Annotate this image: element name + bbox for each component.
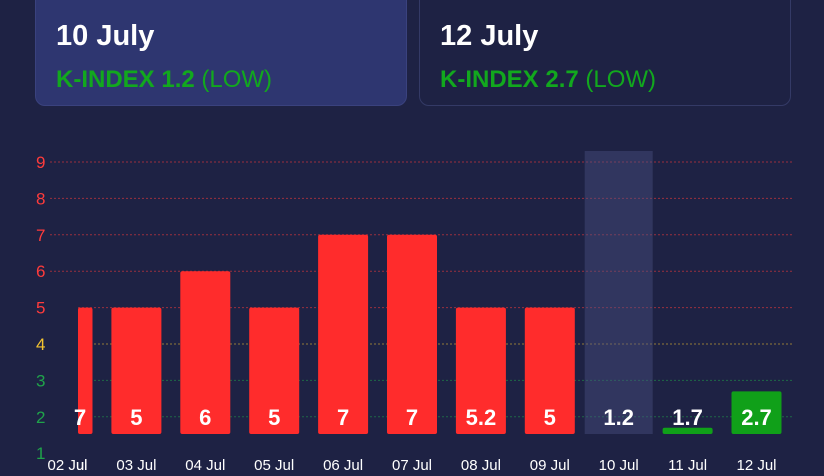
bar-value-label: 7	[74, 405, 86, 430]
x-tick-label: 11 Jul	[668, 457, 707, 474]
bar-02-jul[interactable]	[78, 307, 93, 434]
k-index-level: (LOW)	[201, 66, 273, 93]
bar-04-jul[interactable]	[180, 271, 231, 434]
bar-11-jul[interactable]	[662, 427, 713, 434]
bar-03-jul[interactable]	[111, 307, 162, 434]
y-tick-label: 7	[36, 226, 45, 245]
bar-value-label: 5	[544, 405, 556, 430]
x-tick-label: 09 Jul	[530, 457, 570, 474]
y-tick-label: 6	[36, 262, 45, 281]
x-tick-label: 03 Jul	[116, 457, 156, 474]
bar-12-jul[interactable]	[731, 391, 782, 434]
forecast-card-12-july[interactable]: 12 July K-INDEX 2.7 (LOW)	[419, 0, 791, 106]
bar-value-label: 5	[268, 405, 280, 430]
bar-value-label: 5	[130, 405, 142, 430]
k-index-label: K-INDEX	[56, 66, 155, 93]
y-tick-label: 8	[36, 189, 45, 208]
x-tick-label: 04 Jul	[185, 457, 225, 474]
selected-day-highlight	[584, 151, 653, 434]
bar-value-label: 5.2	[466, 405, 497, 430]
x-tick-label: 02 Jul	[47, 457, 87, 474]
k-index-value: 2.7	[545, 66, 579, 93]
bar-value-label: 1.2	[603, 405, 634, 430]
k-index-value: 1.2	[161, 66, 195, 93]
bar-value-label: 2.7	[741, 405, 772, 430]
x-tick-label: 07 Jul	[392, 457, 432, 474]
bar-value-label: 7	[337, 405, 349, 430]
bar-07-jul[interactable]	[387, 234, 437, 434]
x-tick-label: 10 Jul	[599, 457, 639, 474]
y-tick-label: 5	[36, 299, 45, 318]
bar-value-label: 6	[199, 405, 211, 430]
x-tick-label: 05 Jul	[254, 457, 294, 474]
card-date: 10 July	[56, 20, 155, 52]
x-tick-label: 12 Jul	[736, 457, 776, 474]
k-index-level: (LOW)	[585, 66, 657, 93]
y-tick-label: 3	[36, 371, 45, 390]
bar-05-jul[interactable]	[249, 307, 300, 434]
bar-06-jul[interactable]	[318, 234, 369, 434]
x-tick-label: 08 Jul	[461, 457, 501, 474]
card-date: 12 July	[440, 20, 539, 52]
y-tick-label: 4	[36, 335, 45, 354]
y-tick-label: 1	[36, 444, 45, 463]
bar-value-label: 1.7	[672, 405, 703, 430]
y-tick-label: 2	[36, 408, 45, 427]
chart-left-mask	[0, 280, 78, 476]
bar-09-jul[interactable]	[524, 307, 575, 434]
forecast-card-10-july[interactable]: 10 July K-INDEX 1.2 (LOW)	[35, 0, 407, 106]
bar-08-jul[interactable]	[455, 307, 506, 434]
y-tick-label: 9	[36, 153, 45, 172]
card-k-index: K-INDEX 1.2 (LOW)	[56, 65, 406, 95]
bar-value-label: 7	[406, 405, 418, 430]
x-tick-label: 06 Jul	[323, 457, 363, 474]
card-k-index: K-INDEX 2.7 (LOW)	[440, 65, 790, 95]
k-index-label: K-INDEX	[440, 66, 539, 93]
